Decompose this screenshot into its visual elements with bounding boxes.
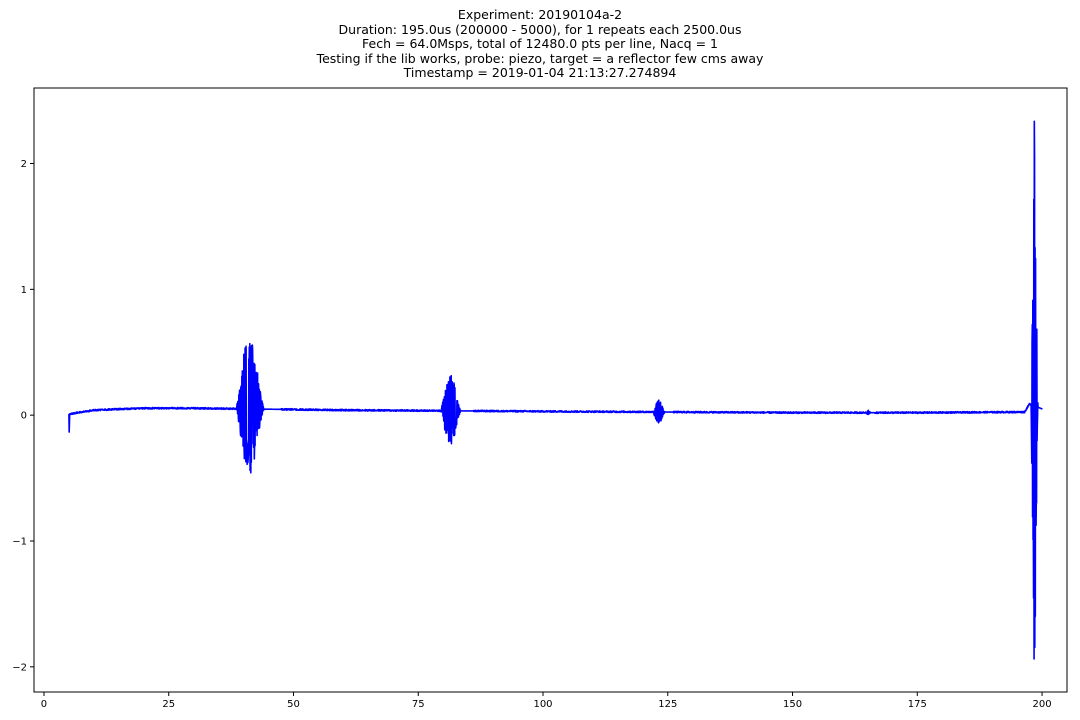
chart-title-line-experiment: Experiment: 20190104a-2	[457, 7, 623, 22]
x-axis-ticks: 0 25 50 75 100 125 150 175 200	[41, 692, 1052, 710]
chart-title-line-sampling: Fech = 64.0Msps, total of 12480.0 pts pe…	[362, 36, 718, 52]
y-tick-label: 2	[21, 159, 27, 170]
x-tick-label: 175	[908, 699, 927, 710]
chart-title-line-duration: Duration: 195.0us (200000 - 5000), for 1…	[338, 21, 742, 37]
chart-title-line-description: Testing if the lib works, probe: piezo, …	[316, 50, 764, 66]
x-tick-label: 125	[658, 699, 677, 710]
y-tick-label: −1	[12, 537, 27, 548]
x-tick-label: 200	[1033, 699, 1052, 710]
x-tick-label: 25	[162, 699, 175, 710]
signal-series-line	[68, 120, 1043, 660]
y-tick-label: −2	[12, 662, 27, 673]
chart-title-line-timestamp: Timestamp = 2019-01-04 21:13:27.274894	[403, 65, 677, 81]
y-tick-label: 0	[21, 411, 27, 422]
x-tick-label: 0	[41, 699, 47, 710]
x-tick-label: 75	[412, 699, 425, 710]
plot-area-frame	[33, 87, 1068, 693]
y-axis-ticks: 2 1 0 −1 −2	[12, 159, 34, 673]
chart-title: Experiment: 20190104a-2 Duration: 195.0u…	[0, 7, 1080, 81]
x-tick-label: 150	[783, 699, 802, 710]
x-tick-label: 50	[287, 699, 300, 710]
y-tick-label: 1	[21, 285, 27, 296]
plot-series	[68, 120, 1043, 660]
x-tick-label: 100	[533, 699, 552, 710]
